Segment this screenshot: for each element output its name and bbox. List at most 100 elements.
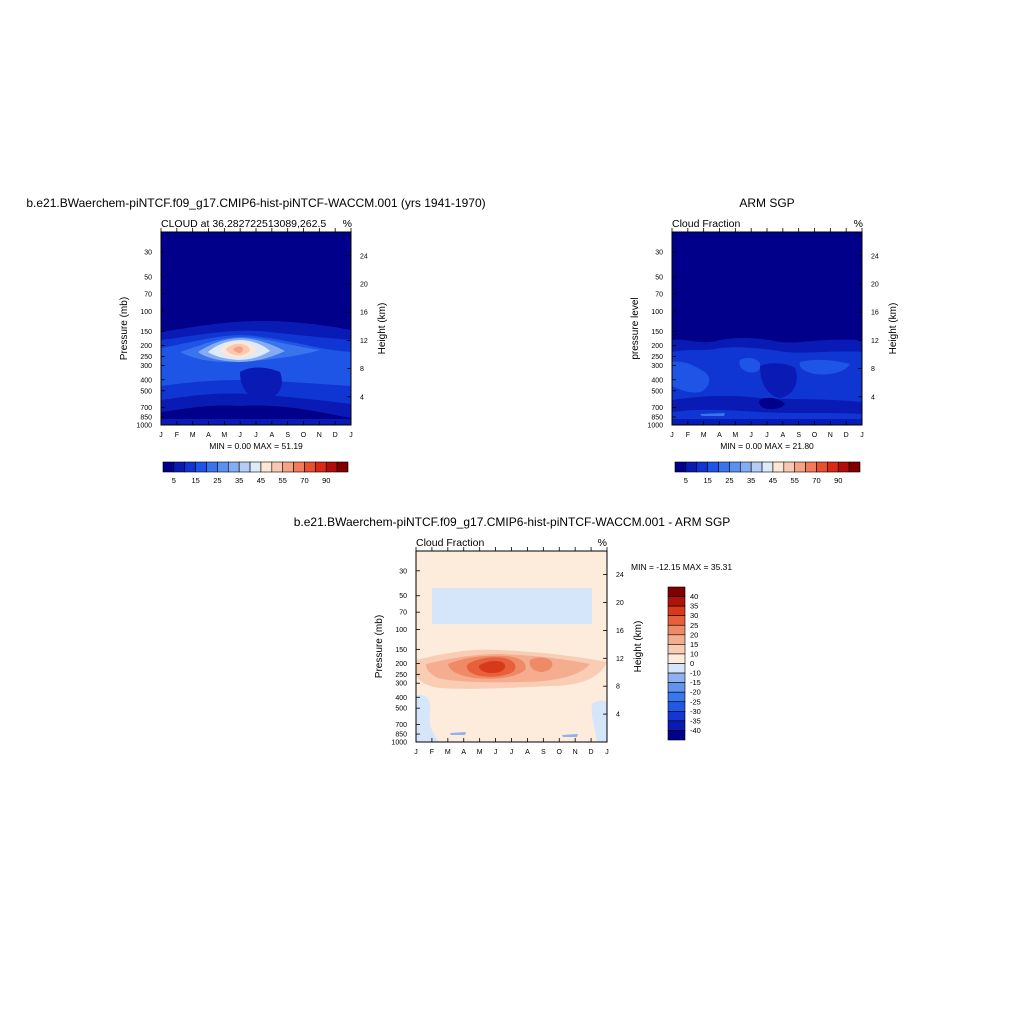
colorbar-box <box>227 461 240 473</box>
colorbar-box <box>173 461 186 473</box>
colorbar-box <box>805 461 817 473</box>
colorbar-label: 40 <box>690 592 698 601</box>
colorbar-box <box>304 461 316 473</box>
y-tick-label: 500 <box>395 706 407 713</box>
colorbar-box <box>794 461 806 473</box>
panel-model-colorbar: 5 15 25 35 45 55 70 90 <box>162 461 349 485</box>
colorbar-label: 0 <box>690 659 694 668</box>
y-tick-label: 300 <box>651 363 663 370</box>
y-tick-label: 100 <box>651 309 663 316</box>
y-axis-label: pressure level <box>630 297 641 359</box>
x-tick-label: J <box>238 432 242 439</box>
colorbar-label: -25 <box>690 697 701 706</box>
y-right-axis-label: Height (km) <box>633 621 644 673</box>
colorbar-label: 45 <box>257 476 265 485</box>
colorbar-box <box>837 461 850 473</box>
colorbar-box <box>184 461 196 473</box>
y-tick-label: 500 <box>140 388 152 395</box>
colorbar-box <box>667 720 686 731</box>
x-tick-label: O <box>557 749 563 756</box>
x-tick-label: S <box>541 749 546 756</box>
panel-obs-axes: J F M A M J J A S O N D J 30 50 70 100 150 200 250 300 400 500… <box>630 228 899 439</box>
colorbar-label: 55 <box>791 476 799 485</box>
y-tick-label: 30 <box>144 250 152 257</box>
colorbar-label: -10 <box>690 669 701 678</box>
y-tick-label: 1000 <box>647 423 663 430</box>
colorbar-box <box>667 615 686 626</box>
x-tick-label: A <box>461 749 466 756</box>
x-tick-label: M <box>477 749 483 756</box>
x-tick-label: J <box>414 749 418 756</box>
colorbar-label: -15 <box>690 678 701 687</box>
x-tick-label: J <box>510 749 514 756</box>
colorbar-box <box>162 461 175 473</box>
y-tick-label: 850 <box>140 414 152 421</box>
colorbar-box <box>282 461 294 473</box>
y-right-tick-label: 20 <box>360 282 368 289</box>
y-tick-label: 700 <box>395 722 407 729</box>
y-right-tick-label: 24 <box>616 572 624 579</box>
panel-diff-plot-area <box>416 551 607 742</box>
y-tick-label: 100 <box>395 627 407 634</box>
y-tick-label: 850 <box>395 732 407 739</box>
y-tick-label: 50 <box>144 275 152 282</box>
colorbar-label: 70 <box>300 476 308 485</box>
colorbar-box <box>667 644 686 655</box>
colorbar-box <box>761 461 774 473</box>
panel-obs-plot-area <box>672 232 862 425</box>
y-tick-label: 200 <box>140 343 152 350</box>
colorbar-box <box>667 663 686 674</box>
x-tick-label: D <box>844 432 849 439</box>
x-tick-label: A <box>717 432 722 439</box>
y-tick-label: 250 <box>140 354 152 361</box>
colorbar-box <box>718 461 730 473</box>
x-tick-label: J <box>765 432 769 439</box>
panel-model-minmax: MIN = 0.00 MAX = 51.19 <box>209 441 303 451</box>
colorbar-box <box>739 461 752 473</box>
x-tick-label: D <box>589 749 594 756</box>
panel-model-subtitle: CLOUD at 36.282722513089,262.5 <box>161 218 326 230</box>
colorbar-box <box>667 701 686 712</box>
x-tick-label: J <box>254 432 258 439</box>
x-tick-label: A <box>525 749 530 756</box>
y-right-tick-label: 20 <box>871 282 879 289</box>
colorbar-label: 55 <box>279 476 287 485</box>
colorbar-box <box>667 691 686 703</box>
panel-diff: b.e21.BWaerchem-piNTCF.f09_g17.CMIP6-his… <box>294 515 733 756</box>
panel-obs-units: % <box>854 218 863 230</box>
colorbar-box <box>206 461 218 473</box>
colorbar-box <box>667 605 686 616</box>
y-axis-label: Pressure (mb) <box>374 615 385 678</box>
x-tick-label: J <box>749 432 753 439</box>
y-tick-label: 150 <box>140 329 152 336</box>
x-tick-label: A <box>780 432 785 439</box>
colorbar-box <box>315 461 327 473</box>
y-tick-label: 1000 <box>136 423 152 430</box>
x-tick-label: M <box>190 432 196 439</box>
x-tick-label: F <box>175 432 179 439</box>
x-tick-label: N <box>317 432 322 439</box>
y-right-tick-label: 24 <box>360 253 368 260</box>
x-tick-label: S <box>796 432 801 439</box>
colorbar-box <box>217 461 229 473</box>
panel-model-plot-area <box>161 232 351 425</box>
colorbar-box <box>667 653 686 664</box>
y-tick-label: 50 <box>399 593 407 600</box>
x-tick-label: J <box>349 432 353 439</box>
colorbar-box <box>816 461 828 473</box>
y-tick-label: 850 <box>651 414 663 421</box>
y-right-tick-label: 12 <box>360 338 368 345</box>
colorbar-box <box>783 461 796 473</box>
x-tick-label: M <box>445 749 451 756</box>
y-tick-label: 150 <box>395 647 407 654</box>
colorbar-box <box>667 596 686 607</box>
colorbar-label: 15 <box>703 476 711 485</box>
colorbar-label: 10 <box>690 649 698 658</box>
panel-model-title: b.e21.BWaerchem-piNTCF.f09_g17.CMIP6-his… <box>26 196 485 210</box>
colorbar-label: -35 <box>690 716 701 725</box>
y-tick-label: 30 <box>655 250 663 257</box>
y-right-tick-label: 4 <box>616 712 620 719</box>
y-right-tick-label: 12 <box>616 656 624 663</box>
panel-diff-title: b.e21.BWaerchem-piNTCF.f09_g17.CMIP6-his… <box>294 515 731 529</box>
colorbar-box <box>336 461 349 473</box>
